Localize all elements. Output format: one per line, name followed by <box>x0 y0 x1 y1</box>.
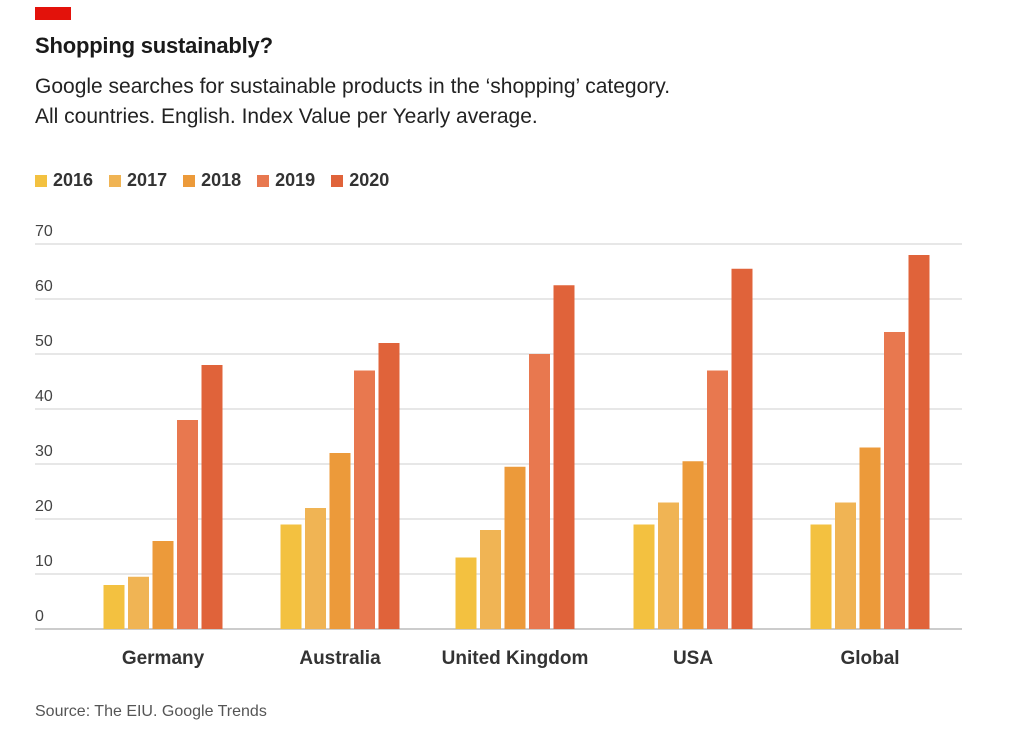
bar-australia-2020 <box>378 343 400 629</box>
bar-united-kingdom-2017 <box>480 530 501 629</box>
subtitle-line-2: All countries. English. Index Value per … <box>35 105 538 128</box>
x-category-label: Global <box>840 648 899 669</box>
y-tick-label: 10 <box>35 553 53 570</box>
bar-global-2020 <box>908 255 930 629</box>
legend-swatch <box>331 174 344 187</box>
x-category-label: Germany <box>122 648 205 669</box>
bar-australia-2017 <box>305 508 326 629</box>
legend-item-2020: 2020 <box>331 170 389 191</box>
y-tick-label: 60 <box>35 278 53 295</box>
subtitle-line-1: Google searches for sustainable products… <box>35 75 671 98</box>
bar-germany-2017 <box>128 576 149 629</box>
bar-germany-2020 <box>201 365 223 629</box>
bar-usa-2018 <box>682 461 704 629</box>
y-tick-label: 40 <box>35 388 53 405</box>
legend-label: 2017 <box>127 170 168 190</box>
bar-usa-2019 <box>707 370 728 629</box>
legend-swatch <box>183 174 196 187</box>
legend-item-2017: 2017 <box>109 170 167 191</box>
bar-usa-2017 <box>658 502 679 629</box>
bar-australia-2016 <box>280 524 302 629</box>
chart-title: Shopping sustainably? <box>35 33 273 58</box>
legend-item-2019: 2019 <box>257 170 315 191</box>
bar-chart: 0 10 20 30 40 50 60 70 Germany Australia United Ki… <box>35 223 962 669</box>
bar-global-2018 <box>859 447 881 629</box>
chart-subtitle: Google searches for sustainable products… <box>35 72 995 132</box>
x-category-label: United Kingdom <box>442 648 589 669</box>
legend-label: 2019 <box>275 170 316 190</box>
legend-swatch <box>109 174 122 187</box>
y-tick-label: 30 <box>35 443 53 460</box>
bar-usa-2016 <box>633 524 655 629</box>
legend-label: 2020 <box>349 170 390 190</box>
bar-usa-2020 <box>731 268 753 629</box>
bar-united-kingdom-2019 <box>529 354 550 629</box>
x-category-label: Australia <box>299 648 381 669</box>
y-tick-label: 20 <box>35 498 53 515</box>
bar-germany-2019 <box>177 420 198 629</box>
y-tick-label: 50 <box>35 333 53 350</box>
bar-united-kingdom-2020 <box>553 285 575 629</box>
legend-item-2016: 2016 <box>35 170 93 191</box>
bar-australia-2019 <box>354 370 375 629</box>
legend-label: 2018 <box>201 170 242 190</box>
bar-global-2019 <box>884 332 905 629</box>
bar-germany-2016 <box>103 585 125 629</box>
brand-tag <box>35 7 71 20</box>
chart-legend: 2016 2017 2018 2019 2020 <box>35 170 389 191</box>
bar-united-kingdom-2016 <box>455 557 477 629</box>
bar-germany-2018 <box>152 541 174 629</box>
legend-label: 2016 <box>53 170 94 190</box>
legend-item-2018: 2018 <box>183 170 241 191</box>
x-category-label: USA <box>673 648 713 669</box>
bar-global-2017 <box>835 502 856 629</box>
source-note: Source: The EIU. Google Trends <box>35 703 267 720</box>
bar-united-kingdom-2018 <box>504 466 526 629</box>
bar-global-2016 <box>810 524 832 629</box>
bar-australia-2018 <box>329 453 351 629</box>
y-tick-label: 0 <box>35 608 44 625</box>
legend-swatch <box>35 174 47 187</box>
y-tick-label: 70 <box>35 223 53 240</box>
legend-swatch <box>257 174 270 187</box>
